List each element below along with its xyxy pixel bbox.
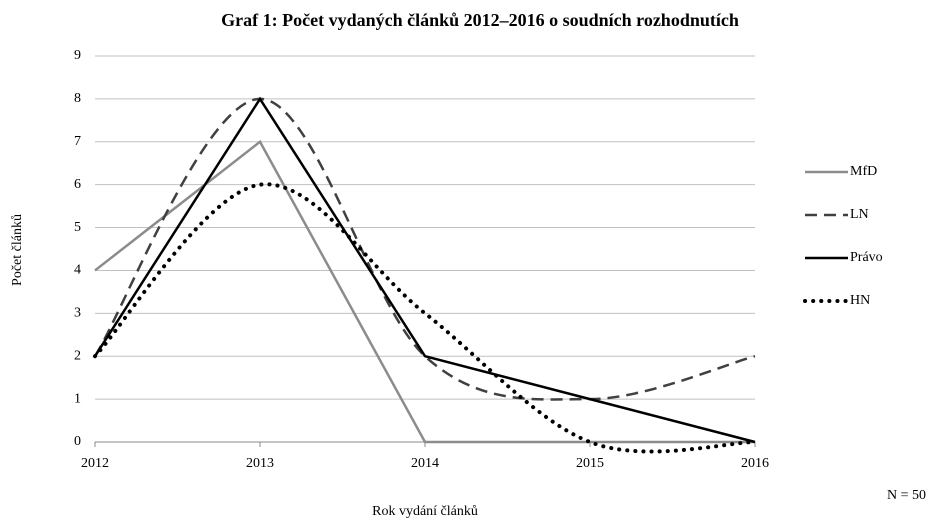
line-series [93,96,756,444]
y-tick-label: 4 [74,263,81,278]
x-tick-label: 2016 [741,456,769,471]
annotation: N = 50 [887,488,926,503]
y-tick-label: 1 [74,391,81,406]
y-tick-label: 7 [74,134,81,149]
y-tick-label: 2 [74,348,81,363]
legend-label: MfD [850,164,877,179]
line-series [93,97,756,401]
y-axis-label: Počet článků [10,214,25,286]
y-tick-label: 8 [74,91,81,106]
legend-label: LN [850,207,869,222]
y-tick-label: 0 [74,434,81,449]
y-tick-label: 9 [74,48,81,63]
legend-label: HN [850,293,870,308]
chart-title: Graf 1: Počet vydaných článků 2012–2016 … [221,10,739,30]
x-tick-label: 2014 [411,456,439,471]
legend-label: Právo [850,250,883,265]
x-tick-label: 2015 [576,456,604,471]
line-series [94,139,755,444]
y-tick-label: 3 [74,306,81,321]
y-tick-label: 5 [74,220,81,235]
line-series [93,182,757,454]
x-tick-label: 2013 [246,456,274,471]
x-axis-label: Rok vydání článků [372,504,478,519]
x-tick-label: 2012 [81,456,109,471]
y-tick-label: 6 [74,177,81,192]
